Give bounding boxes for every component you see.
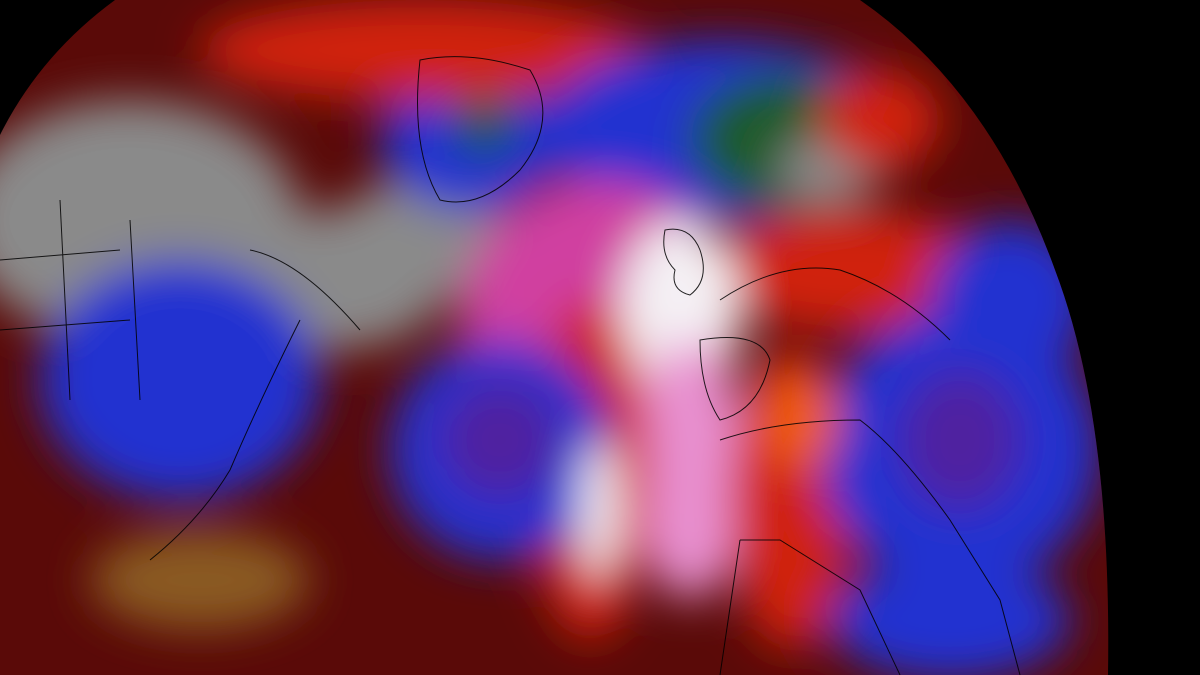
greenland-green-region (455, 95, 515, 155)
europe-red-region (710, 210, 990, 330)
africa-outline (719, 419, 1021, 675)
europe-outline (719, 267, 951, 341)
plume-pink-region (635, 340, 745, 600)
us-state-lines (0, 199, 141, 401)
greenland-outline (417, 56, 544, 203)
canada-outline (249, 249, 361, 331)
africa-violet-region (900, 370, 1020, 510)
atlantic-low-violet-region (440, 380, 560, 500)
north-atlantic-gray-region (330, 180, 510, 300)
atlantic-low-white-region (580, 440, 620, 580)
south-africa-blue-region (830, 560, 1070, 675)
sahara-borders (719, 539, 901, 675)
arctic-red-region (200, 0, 640, 100)
middle-east-blue-region (930, 220, 1090, 380)
sahara-red-region (760, 370, 840, 470)
moisture-field (0, 0, 1100, 675)
iberia-outline (699, 337, 771, 421)
caribbean-brown-region (90, 530, 310, 630)
uk-outline (663, 228, 704, 296)
us-blue-ring-region (40, 260, 320, 500)
siberia-red-region (820, 70, 940, 170)
us-coast-outline (149, 319, 301, 561)
coastlines (0, 56, 1021, 675)
